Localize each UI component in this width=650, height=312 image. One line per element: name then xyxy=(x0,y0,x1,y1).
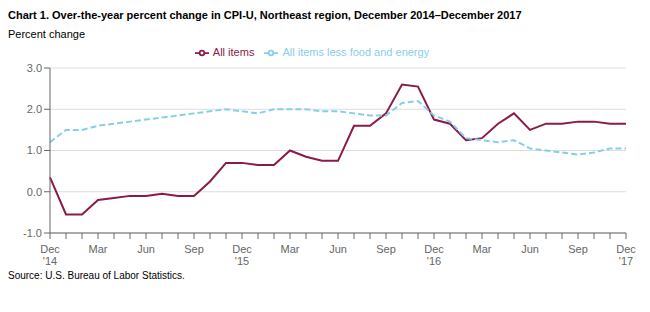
html-text:Chart 1. Over-the-year percent: Chart 1. Over-the-year percent change in… xyxy=(8,9,522,21)
svg-text:Dec'14: Dec'14 xyxy=(40,243,60,267)
svg-text:Jun: Jun xyxy=(329,243,347,255)
svg-text:Sep: Sep xyxy=(376,243,396,255)
html-text:Source: U.S. Bureau of Labor S: Source: U.S. Bureau of Labor Statistics. xyxy=(8,270,185,281)
svg-text:2.0: 2.0 xyxy=(27,103,42,115)
svg-text:Mar: Mar xyxy=(281,243,300,255)
svg-text:Mar: Mar xyxy=(89,243,108,255)
svg-text:Dec'15: Dec'15 xyxy=(232,243,252,267)
svg-text:Dec'16: Dec'16 xyxy=(424,243,444,267)
svg-text:-1.0: -1.0 xyxy=(23,227,42,239)
svg-text:Sep: Sep xyxy=(568,243,588,255)
svg-text:3.0: 3.0 xyxy=(27,62,42,74)
svg-text:Jun: Jun xyxy=(521,243,539,255)
svg-text:1.0: 1.0 xyxy=(27,144,42,156)
svg-text:0.0: 0.0 xyxy=(27,186,42,198)
svg-text:Jun: Jun xyxy=(137,243,155,255)
svg-text:Sep: Sep xyxy=(184,243,204,255)
svg-text:Mar: Mar xyxy=(473,243,492,255)
html-text:Percent change: Percent change xyxy=(8,28,86,40)
html-text:All items: All items xyxy=(212,46,255,58)
svg-text:Dec'17: Dec'17 xyxy=(616,243,636,267)
html-text:All items less food and energy: All items less food and energy xyxy=(282,46,430,58)
